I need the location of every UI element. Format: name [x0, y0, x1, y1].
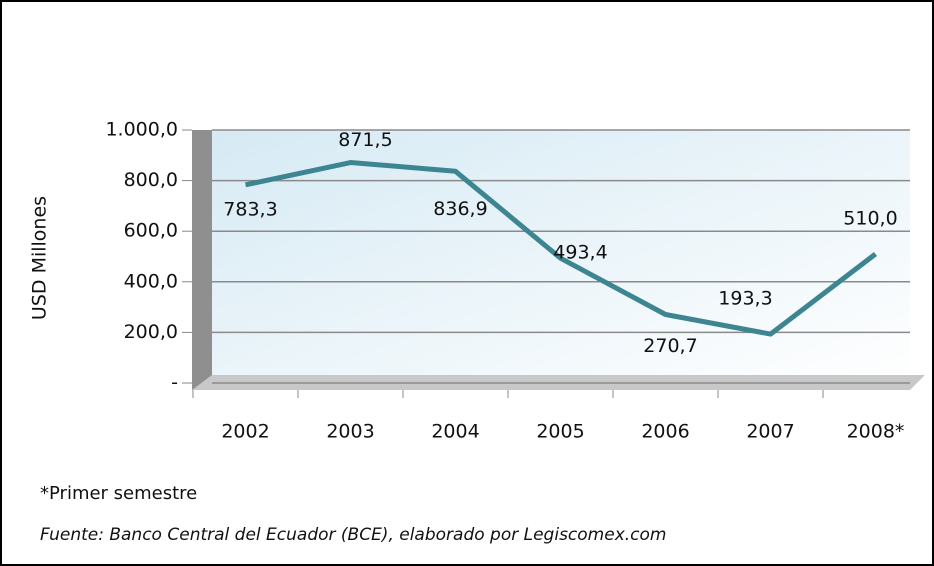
x-tick-label: 2005 — [536, 421, 584, 443]
data-label: 193,3 — [718, 288, 772, 310]
x-tick-label: 2004 — [431, 421, 479, 443]
data-label: 510,0 — [843, 207, 897, 229]
y-tick-label: - — [171, 372, 178, 394]
x-tick-label: 2002 — [221, 421, 269, 443]
footnote: *Primer semestre — [40, 483, 197, 504]
x-tick-label: 2006 — [641, 421, 689, 443]
y-axis-label: USD Millones — [29, 196, 51, 320]
data-label: 270,7 — [643, 335, 697, 357]
source: Fuente: Banco Central del Ecuador (BCE),… — [40, 525, 666, 545]
y-tick-label: 400,0 — [124, 270, 178, 292]
data-label: 871,5 — [338, 129, 392, 151]
data-label: 783,3 — [223, 198, 277, 220]
y-tick-label: 800,0 — [124, 169, 178, 191]
y-tick-label: 1.000,0 — [105, 119, 178, 141]
y-tick-label: 600,0 — [124, 220, 178, 242]
line — [244, 160, 878, 337]
data-label: 493,4 — [553, 242, 607, 264]
data-label: 836,9 — [433, 198, 487, 220]
side-wall — [192, 130, 212, 390]
x-tick-label: 2003 — [326, 421, 374, 443]
x-tick-label: 2007 — [746, 421, 794, 443]
y-tick-label: 200,0 — [124, 321, 178, 343]
x-tick-label: 2008* — [847, 421, 905, 443]
